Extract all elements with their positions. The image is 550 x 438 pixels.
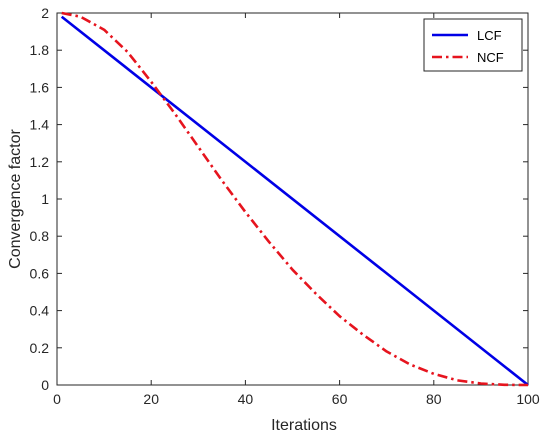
x-axis-ticks: 0 20 40 60 80 100	[53, 13, 540, 407]
x-tick-label: 0	[53, 391, 61, 407]
y-tick-label: 0.4	[30, 303, 50, 319]
y-tick-label: 0.6	[30, 265, 50, 281]
y-tick-label: 0.8	[30, 228, 50, 244]
y-tick-label: 0	[41, 377, 49, 393]
y-tick-label: 2	[41, 5, 49, 21]
y-tick-label: 1.6	[30, 79, 50, 95]
legend-label-lcf: LCF	[477, 28, 502, 43]
x-tick-label: 80	[426, 391, 442, 407]
y-axis-label: Convergence factor	[7, 129, 24, 269]
y-axis-ticks: 0 0.2 0.4 0.6 0.8 1 1.2 1.4 1.6 1.8 2	[30, 5, 528, 393]
y-tick-label: 1.8	[30, 42, 50, 58]
y-tick-label: 0.2	[30, 340, 50, 356]
legend-label-ncf: NCF	[477, 50, 504, 65]
x-tick-label: 100	[516, 391, 540, 407]
y-tick-label: 1.2	[30, 154, 50, 170]
series-line-lcf	[60, 15, 529, 387]
x-axis-label: Iterations	[271, 417, 337, 434]
legend: LCF NCF	[423, 18, 523, 72]
legend-box	[423, 18, 523, 72]
x-tick-label: 20	[143, 391, 159, 407]
x-tick-label: 40	[238, 391, 254, 407]
series-line-ncf	[61, 11, 529, 387]
x-tick-label: 60	[332, 391, 348, 407]
y-tick-label: 1.4	[30, 117, 50, 133]
y-tick-label: 1	[41, 191, 49, 207]
series-layer	[60, 11, 529, 387]
